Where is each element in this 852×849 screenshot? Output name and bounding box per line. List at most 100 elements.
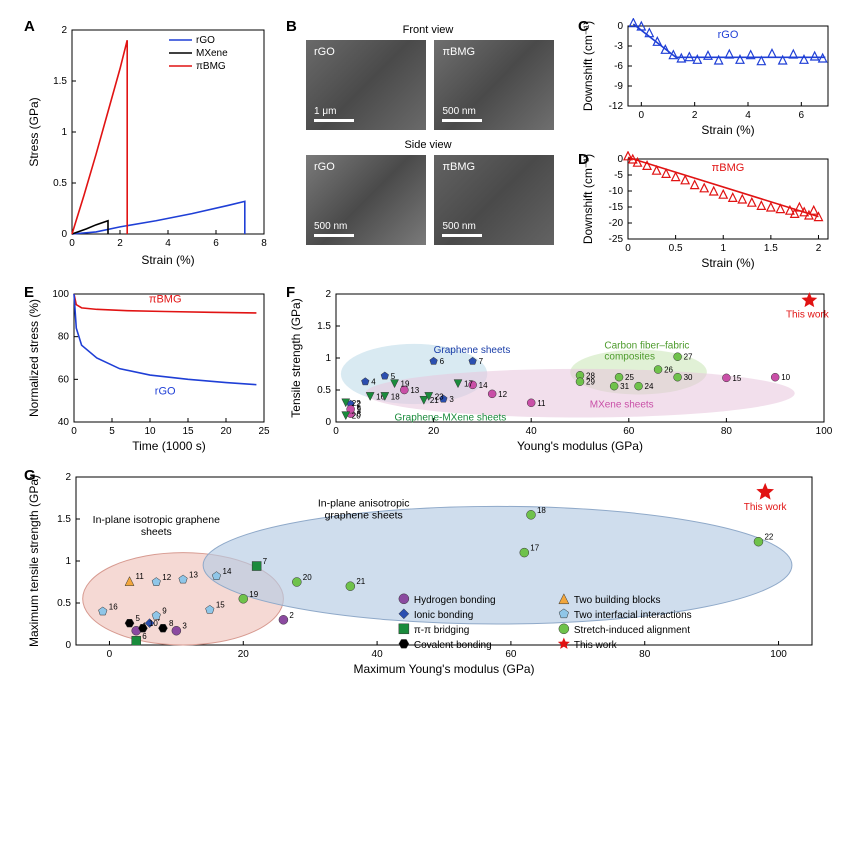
svg-text:rGO: rGO (155, 385, 176, 397)
svg-text:Graphene-MXene sheets: Graphene-MXene sheets (395, 413, 507, 424)
svg-text:20: 20 (220, 426, 232, 437)
svg-text:MXene sheets: MXene sheets (590, 399, 654, 410)
svg-text:Two building blocks: Two building blocks (574, 595, 661, 606)
svg-text:2: 2 (65, 472, 71, 483)
svg-text:6: 6 (440, 357, 445, 366)
svg-text:20: 20 (238, 649, 250, 660)
panel-label-G: G (24, 467, 36, 484)
svg-text:rGO: rGO (196, 35, 215, 46)
chart-C: 02460-3-6-9-12Strain (%)Downshift (cm⁻¹)… (578, 18, 838, 138)
panel-label-E: E (24, 284, 34, 301)
svg-text:80: 80 (721, 426, 733, 437)
svg-text:30: 30 (684, 373, 693, 382)
svg-text:Normalized stress (%): Normalized stress (%) (27, 299, 41, 417)
svg-text:Covalent bonding: Covalent bonding (414, 640, 492, 651)
chart-D: 00.511.520-5-10-15-20-25Strain (%)Downsh… (578, 151, 838, 271)
svg-text:17: 17 (464, 380, 473, 389)
svg-text:0: 0 (625, 243, 631, 254)
svg-text:12: 12 (498, 390, 507, 399)
svg-text:19: 19 (401, 380, 410, 389)
svg-text:18: 18 (391, 392, 400, 401)
svg-text:8: 8 (169, 619, 174, 628)
svg-text:7: 7 (263, 557, 268, 566)
svg-text:2: 2 (325, 289, 331, 300)
svg-text:0: 0 (61, 229, 67, 240)
svg-text:6: 6 (142, 632, 147, 641)
svg-text:9: 9 (162, 607, 167, 616)
svg-text:6: 6 (213, 238, 219, 249)
panel-B: B Front view rGO 1 μm πBMG 500 nm Side v… (286, 18, 566, 276)
svg-text:22: 22 (352, 399, 361, 408)
svg-text:20: 20 (352, 412, 361, 421)
svg-text:1: 1 (720, 243, 726, 254)
svg-text:40: 40 (58, 417, 70, 428)
svg-text:5: 5 (109, 426, 115, 437)
micrograph-rGO-side: rGO 500 nm (306, 155, 426, 245)
svg-text:Tensile strength (GPa): Tensile strength (GPa) (289, 298, 303, 417)
heading-front-view: Front view (304, 24, 552, 36)
heading-side-view: Side view (304, 139, 552, 151)
svg-text:20: 20 (428, 426, 440, 437)
svg-text:3: 3 (449, 395, 454, 404)
chart-E: 0510152025406080100Time (1000 s)Normaliz… (24, 284, 274, 454)
svg-text:100: 100 (816, 426, 833, 437)
svg-text:1.5: 1.5 (57, 514, 71, 525)
svg-text:0: 0 (71, 426, 77, 437)
svg-text:Maximum Young's modulus (GPa): Maximum Young's modulus (GPa) (353, 662, 534, 676)
svg-text:3: 3 (182, 622, 187, 631)
svg-text:0.5: 0.5 (317, 385, 331, 396)
svg-text:In-plane anisotropic: In-plane anisotropic (318, 497, 410, 509)
svg-text:60: 60 (58, 374, 70, 385)
svg-text:2: 2 (61, 25, 67, 36)
scale-bar: 500 nm (442, 221, 482, 237)
svg-text:-15: -15 (609, 202, 624, 213)
svg-text:80: 80 (58, 332, 70, 343)
svg-text:Strain (%): Strain (%) (141, 253, 194, 267)
panel-F: F 02040608010000.511.52Young's modulus (… (286, 284, 838, 459)
svg-text:1: 1 (65, 556, 71, 567)
svg-text:29: 29 (586, 378, 595, 387)
svg-text:Strain (%): Strain (%) (701, 256, 754, 270)
svg-text:22: 22 (764, 533, 773, 542)
micrograph-rGO-front: rGO 1 μm (306, 40, 426, 130)
svg-text:Two interfacial interactions: Two interfacial interactions (574, 610, 692, 621)
svg-text:0: 0 (325, 417, 331, 428)
scale-bar: 500 nm (314, 221, 354, 237)
svg-text:graphene sheets: graphene sheets (325, 509, 403, 521)
svg-text:Carbon fiber–fabric: Carbon fiber–fabric (604, 340, 689, 351)
svg-text:60: 60 (623, 426, 635, 437)
panel-label-C: C (578, 18, 589, 35)
svg-text:15: 15 (732, 374, 741, 383)
svg-text:27: 27 (684, 353, 693, 362)
svg-text:This work: This work (574, 640, 618, 651)
svg-text:8: 8 (261, 238, 267, 249)
svg-text:10: 10 (781, 373, 790, 382)
svg-text:25: 25 (625, 373, 634, 382)
svg-text:-5: -5 (614, 170, 623, 181)
svg-text:0: 0 (617, 154, 623, 165)
svg-text:πBMG: πBMG (712, 162, 745, 174)
micrograph-row-side: rGO 500 nm πBMG 500 nm (304, 153, 566, 252)
svg-text:1.5: 1.5 (317, 321, 331, 332)
svg-text:26: 26 (664, 366, 673, 375)
svg-text:Young's modulus (GPa): Young's modulus (GPa) (517, 439, 643, 453)
svg-text:7: 7 (479, 357, 484, 366)
svg-text:2: 2 (692, 110, 698, 121)
svg-text:100: 100 (52, 289, 69, 300)
svg-text:100: 100 (770, 649, 787, 660)
svg-text:23: 23 (435, 392, 444, 401)
svg-text:18: 18 (537, 506, 546, 515)
scale-bar: 500 nm (442, 106, 482, 122)
svg-text:Stress (GPa): Stress (GPa) (27, 97, 41, 166)
svg-text:rGO: rGO (718, 29, 739, 41)
micrograph-bmg-front: πBMG 500 nm (434, 40, 554, 130)
micrograph-label: rGO (314, 161, 335, 173)
chart-G: 02040608010000.511.52Maximum Young's mod… (24, 467, 824, 677)
svg-text:Strain (%): Strain (%) (701, 123, 754, 137)
svg-text:1: 1 (61, 127, 67, 138)
svg-text:-3: -3 (614, 41, 623, 52)
svg-text:0: 0 (65, 640, 71, 651)
svg-text:Maximum tensile strength (GPa): Maximum tensile strength (GPa) (27, 475, 41, 647)
svg-text:5: 5 (136, 614, 141, 623)
svg-text:24: 24 (645, 382, 654, 391)
